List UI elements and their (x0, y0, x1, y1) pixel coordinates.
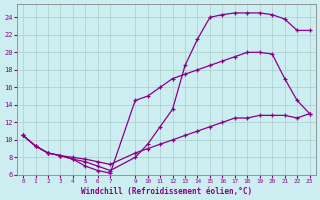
X-axis label: Windchill (Refroidissement éolien,°C): Windchill (Refroidissement éolien,°C) (81, 187, 252, 196)
